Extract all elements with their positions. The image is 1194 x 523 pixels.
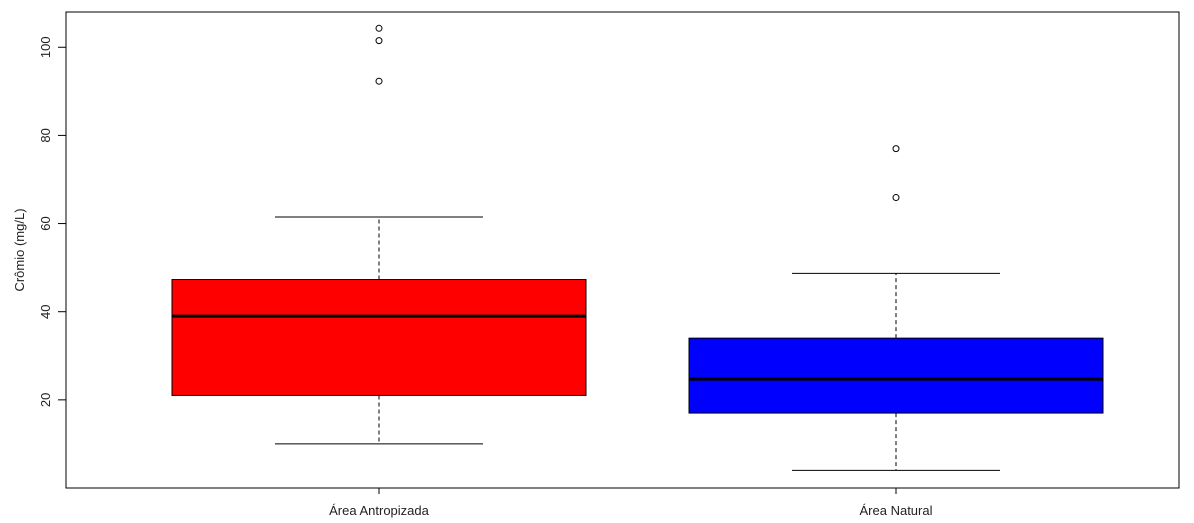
- y-tick-label: 40: [38, 304, 53, 318]
- outlier-point: [375, 37, 383, 45]
- y-tick-label: 100: [38, 36, 53, 58]
- y-tick-label: 60: [38, 216, 53, 230]
- iqr-box: [171, 279, 587, 396]
- outlier-point: [892, 145, 900, 153]
- box-group: [688, 145, 1104, 471]
- x-axis: Área Antropizada Área Natural: [329, 487, 933, 518]
- box-series: [171, 24, 1104, 471]
- y-tick-label: 20: [38, 393, 53, 407]
- outlier-point: [375, 24, 383, 32]
- plot-frame: [65, 11, 1180, 489]
- outlier-point: [375, 77, 383, 85]
- y-axis-label: Crômio (mg/L): [12, 208, 27, 291]
- outlier-point: [892, 194, 900, 202]
- x-tick-label: Área Antropizada: [329, 503, 430, 518]
- box-group: [171, 24, 587, 445]
- iqr-box: [688, 337, 1104, 414]
- x-tick-label: Área Natural: [860, 503, 933, 518]
- y-tick-label: 80: [38, 128, 53, 142]
- y-axis: 20 40 60 80 100: [38, 36, 67, 407]
